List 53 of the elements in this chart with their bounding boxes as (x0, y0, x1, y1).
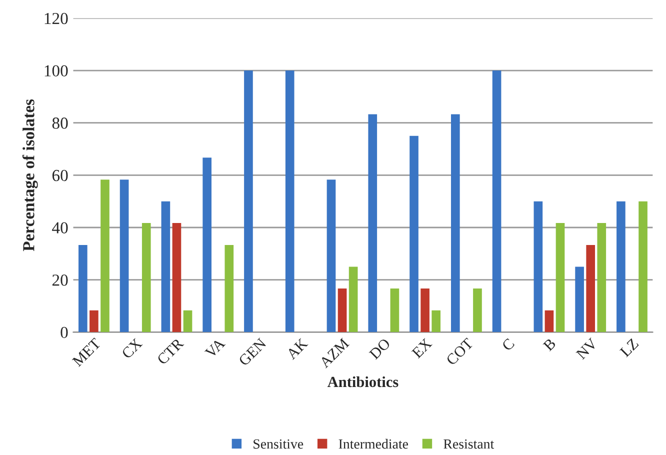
bar (100, 180, 110, 332)
bar (492, 70, 502, 332)
bar (172, 223, 182, 332)
y-tick-label: 60 (52, 170, 68, 182)
bar (390, 288, 400, 332)
bar (142, 223, 151, 332)
legend-label: Intermediate (338, 438, 408, 449)
x-tick-label: CTR (156, 337, 184, 366)
y-tick-label: 40 (52, 222, 68, 234)
y-tick-label: 120 (44, 12, 68, 24)
y-axis-title: Percentage of isolates (22, 99, 38, 252)
bar (285, 70, 294, 332)
x-axis-title: Antibiotics (327, 376, 398, 388)
bar (202, 158, 212, 332)
x-tick-label: NV (576, 338, 598, 360)
legend-label: Sensitive (254, 439, 304, 449)
bar (348, 266, 358, 332)
bar (616, 201, 626, 332)
bar (432, 310, 440, 332)
x-tick-label: CX (121, 338, 143, 360)
x-tick-label: LZ (620, 338, 639, 358)
y-tick-label: 0 (60, 326, 68, 338)
x-tick-label: C (501, 338, 515, 352)
x-tick-label: B (542, 338, 556, 352)
x-tick-label: VA (204, 337, 226, 359)
bar (556, 223, 565, 332)
bar (161, 201, 170, 332)
x-tick-label: DO (368, 338, 391, 360)
bar (586, 245, 596, 332)
bar (638, 201, 648, 332)
y-tick-label: 100 (44, 65, 68, 76)
bar (90, 310, 98, 332)
legend-label: Resistant (444, 439, 494, 449)
bar (597, 223, 606, 332)
x-tick-label: EX (411, 338, 432, 359)
bar (544, 310, 554, 332)
bar (224, 245, 234, 332)
bar (120, 180, 129, 332)
bar (368, 114, 378, 332)
bar (410, 136, 418, 332)
bar (78, 245, 88, 332)
y-tick-label: 80 (52, 118, 68, 129)
bar (326, 180, 336, 332)
y-tick-label: 20 (52, 274, 68, 286)
bar (450, 114, 460, 332)
bar (473, 288, 482, 332)
bar (338, 288, 347, 332)
x-tick-label: AK (286, 337, 308, 360)
bar (575, 266, 584, 332)
bar (420, 288, 430, 332)
bar (244, 70, 253, 332)
bar (534, 201, 543, 332)
bar (183, 310, 192, 332)
